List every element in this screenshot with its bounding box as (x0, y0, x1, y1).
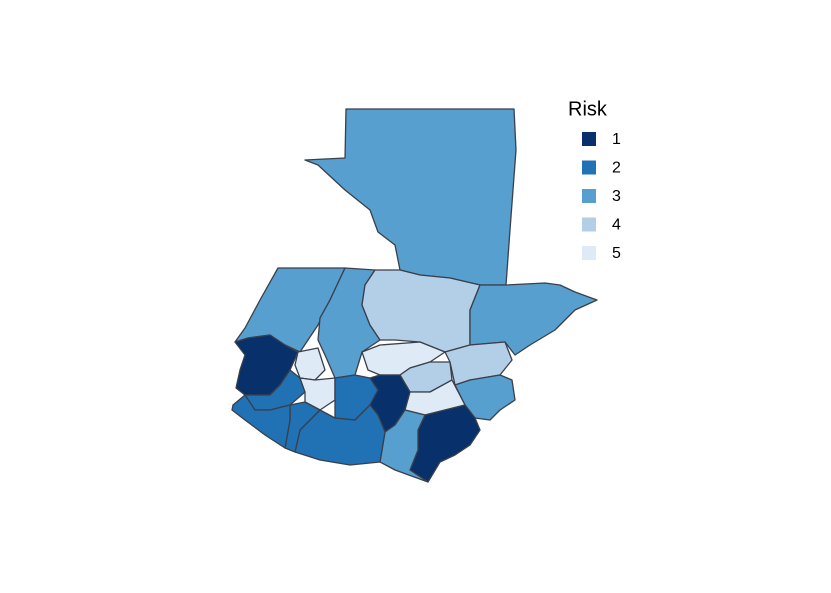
legend-label: 2 (612, 160, 621, 177)
legend-label: 5 (612, 245, 621, 262)
legend-label: 3 (612, 188, 621, 205)
legend-swatch (582, 132, 596, 146)
legend: 1 2 3 4 5 (582, 131, 621, 262)
legend-label: 1 (612, 131, 621, 148)
legend-label: 4 (612, 217, 621, 234)
region (231, 394, 291, 449)
legend-swatch (582, 160, 596, 175)
region (361, 269, 481, 353)
legend-title: Risk (568, 98, 608, 120)
legend-swatch (582, 189, 596, 203)
legend-swatch (582, 246, 596, 260)
region (294, 347, 326, 381)
region (299, 377, 336, 411)
legend-swatch (582, 217, 596, 232)
regions (231, 108, 598, 483)
region (304, 108, 517, 286)
